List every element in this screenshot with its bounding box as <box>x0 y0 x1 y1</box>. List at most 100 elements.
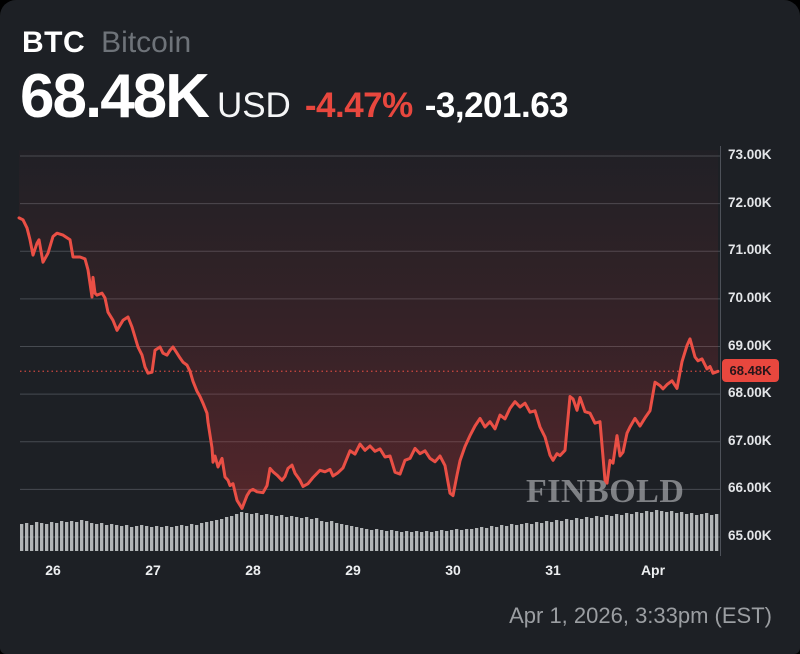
x-axis-label: 31 <box>545 562 561 578</box>
volume-bar <box>485 528 489 551</box>
current-price-badge: 68.48K <box>722 359 779 383</box>
volume-bar <box>165 526 169 551</box>
volume-bar <box>620 515 624 551</box>
volume-bar <box>225 517 229 551</box>
volume-bar <box>580 519 584 551</box>
volume-bar <box>625 513 629 551</box>
volume-bar <box>250 514 254 551</box>
volume-bar <box>425 531 429 551</box>
volume-bar <box>155 526 159 551</box>
volume-bar <box>605 515 609 551</box>
x-axis-label: 28 <box>245 562 261 578</box>
volume-bar <box>330 521 334 551</box>
volume-bar <box>400 532 404 551</box>
price-change-percent: -4.47% <box>304 86 413 125</box>
volume-bar <box>565 519 569 551</box>
volume-bar <box>285 517 289 551</box>
volume-bar <box>590 518 594 551</box>
y-axis-label: 65.00K <box>728 528 772 543</box>
volume-bar <box>200 523 204 551</box>
volume-bar <box>645 511 649 551</box>
volume-bar <box>650 512 654 551</box>
volume-bar <box>35 522 39 551</box>
volume-bar <box>510 524 514 551</box>
volume-bar <box>150 527 154 551</box>
volume-bar <box>325 522 329 551</box>
volume-bar <box>570 520 574 551</box>
volume-bar <box>110 524 114 551</box>
volume-bar <box>50 522 54 551</box>
volume-bar <box>255 513 259 551</box>
volume-bar <box>685 514 689 551</box>
volume-bar <box>345 525 349 551</box>
x-axis-label: 30 <box>445 562 461 578</box>
volume-bar <box>440 530 444 551</box>
volume-bar <box>190 524 194 551</box>
volume-bar <box>230 516 234 551</box>
price-line <box>17 216 720 510</box>
volume-bar <box>480 527 484 551</box>
volume-bar <box>610 516 614 551</box>
volume-bar <box>290 516 294 551</box>
volume-bar <box>550 522 554 551</box>
volume-bar <box>585 517 589 551</box>
y-axis-label: 73.00K <box>728 147 772 162</box>
volume-bar <box>370 530 374 551</box>
volume-bar <box>270 515 274 551</box>
x-axis-label: 27 <box>145 562 161 578</box>
volume-bar <box>275 516 279 551</box>
volume-bar <box>420 532 424 551</box>
volume-bar <box>350 526 354 551</box>
volume-bar <box>90 523 94 551</box>
current-price: 68.48K <box>20 62 210 131</box>
coin-name: Bitcoin <box>101 26 192 59</box>
price-currency: USD <box>216 86 291 125</box>
volume-bar <box>55 523 59 551</box>
volume-bar <box>105 525 109 551</box>
volume-bar <box>540 523 544 551</box>
price-line-chart[interactable] <box>0 140 800 585</box>
y-axis-label: 69.00K <box>728 337 772 353</box>
y-axis-label: 66.00K <box>728 480 772 496</box>
volume-bar <box>710 515 714 551</box>
volume-bar <box>195 525 199 551</box>
volume-bar <box>410 532 414 551</box>
volume-bar <box>385 531 389 551</box>
volume-bar <box>180 525 184 551</box>
volume-bar <box>555 520 559 551</box>
volume-bar <box>205 522 209 551</box>
volume-bar <box>525 523 529 551</box>
volume-bar <box>390 530 394 551</box>
volume-bar <box>395 531 399 551</box>
volume-bar <box>315 518 319 551</box>
volume-bar <box>530 524 534 551</box>
volume-bar <box>615 514 619 551</box>
volume-bar <box>310 519 314 551</box>
volume-bar <box>430 532 434 551</box>
x-axis-label: 26 <box>45 562 61 578</box>
volume-bar <box>175 526 179 551</box>
y-axis-label: 70.00K <box>728 289 772 305</box>
y-axis-label: 67.00K <box>728 432 772 448</box>
volume-bar <box>450 530 454 551</box>
volume-bar <box>340 524 344 551</box>
volume-bar <box>125 525 129 551</box>
volume-bar <box>520 524 524 551</box>
volume-bar <box>695 515 699 551</box>
coin-symbol: BTC <box>22 26 86 59</box>
volume-bar <box>545 521 549 551</box>
volume-bar <box>120 526 124 551</box>
volume-bar <box>335 523 339 551</box>
y-axis-label: 72.00K <box>728 194 772 210</box>
volume-bar <box>490 526 494 551</box>
volume-bar <box>60 521 64 551</box>
volume-bar <box>260 515 264 551</box>
volume-bar <box>640 513 644 551</box>
volume-bar <box>80 520 84 551</box>
volume-bar <box>140 525 144 551</box>
volume-bar <box>670 511 674 551</box>
volume-bar <box>630 514 634 551</box>
volume-bar <box>280 515 284 551</box>
volume-bar <box>45 524 49 551</box>
volume-bar <box>675 513 679 551</box>
